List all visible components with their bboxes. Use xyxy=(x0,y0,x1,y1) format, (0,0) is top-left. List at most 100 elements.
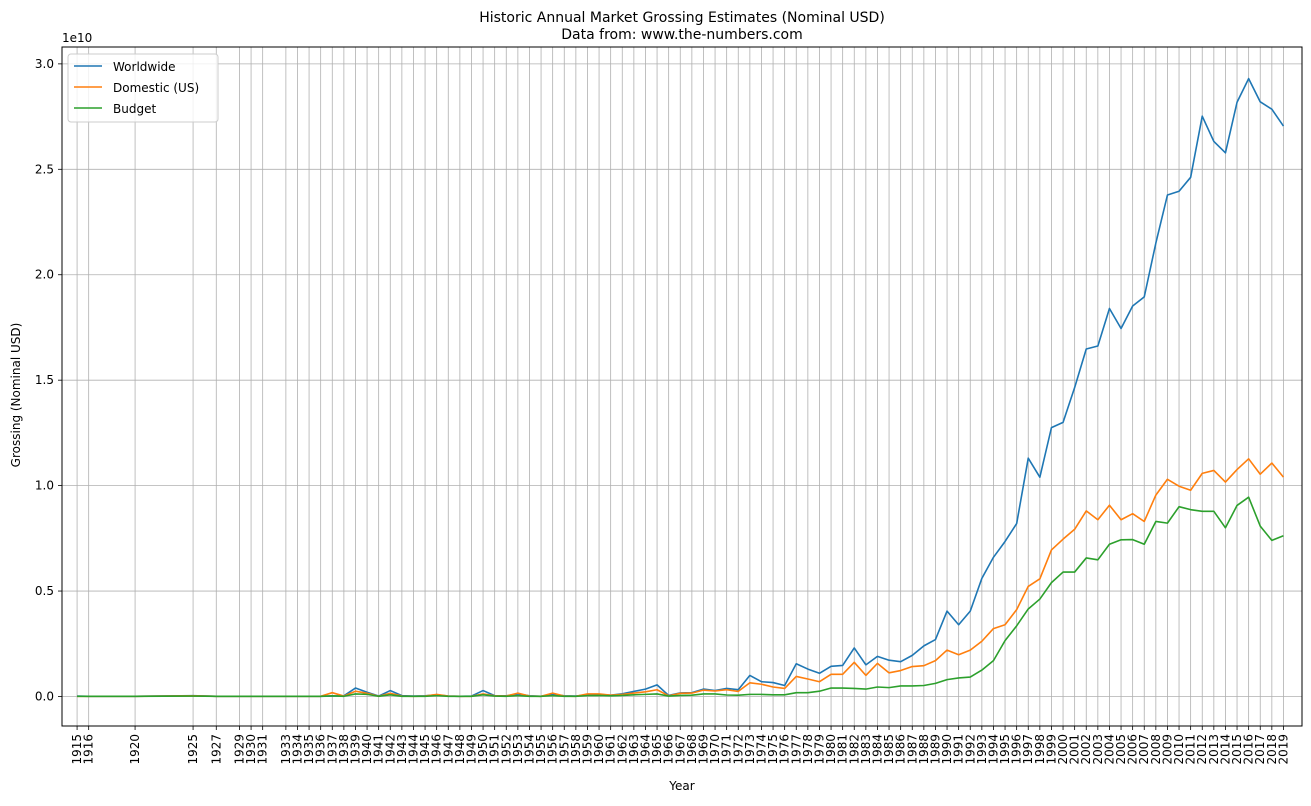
x-tick-label: 1972 xyxy=(731,734,745,765)
chart-title: Historic Annual Market Grossing Estimate… xyxy=(479,10,885,26)
x-tick-label: 2017 xyxy=(1253,734,1267,765)
x-tick-label: 1984 xyxy=(870,734,884,765)
y-axis-ticks: 0.0 0.5 1.0 1.5 2.0 2.5 3.0 xyxy=(35,57,62,703)
x-tick-label: 1952 xyxy=(499,734,513,765)
x-tick-label: 1977 xyxy=(789,734,803,765)
x-tick-label: 1979 xyxy=(812,734,826,765)
x-tick-label: 1988 xyxy=(917,734,931,765)
x-tick-label: 2012 xyxy=(1195,734,1209,765)
x-tick-label: 2005 xyxy=(1114,734,1128,765)
x-tick-label: 1949 xyxy=(464,734,478,765)
x-tick-label: 2019 xyxy=(1276,734,1290,765)
x-tick-label: 1989 xyxy=(928,734,942,765)
x-tick-label: 1939 xyxy=(348,734,362,765)
series-line-budget xyxy=(77,496,1284,698)
x-tick-label: 1995 xyxy=(998,734,1012,765)
x-tick-label: 1931 xyxy=(256,734,270,765)
x-tick-label: 1992 xyxy=(963,734,977,765)
x-tick-label: 1973 xyxy=(743,734,757,765)
y-tick-label: 0.0 xyxy=(35,689,54,703)
x-tick-label: 1959 xyxy=(580,734,594,765)
x-tick-label: 2004 xyxy=(1102,734,1116,765)
y-tick-label: 0.5 xyxy=(35,584,54,598)
x-tick-label: 1976 xyxy=(778,734,792,765)
x-tick-label: 1975 xyxy=(766,734,780,765)
x-tick-label: 2018 xyxy=(1265,734,1279,765)
x-tick-label: 1969 xyxy=(696,734,710,765)
y-offset-label: 1e10 xyxy=(62,31,92,45)
x-tick-label: 2001 xyxy=(1068,734,1082,765)
x-tick-label: 1974 xyxy=(754,734,768,765)
y-tick-label: 1.0 xyxy=(35,479,54,493)
x-tick-label: 1943 xyxy=(395,734,409,765)
x-tick-label: 2007 xyxy=(1137,734,1151,765)
x-tick-label: 1994 xyxy=(986,734,1000,765)
x-tick-label: 2003 xyxy=(1091,734,1105,765)
x-tick-label: 1956 xyxy=(546,734,560,765)
x-tick-label: 1996 xyxy=(1010,734,1024,765)
x-tick-label: 1944 xyxy=(406,734,420,765)
x-tick-label: 1987 xyxy=(905,734,919,765)
x-tick-label: 1936 xyxy=(314,734,328,765)
y-tick-label: 3.0 xyxy=(35,57,54,71)
x-tick-label: 1968 xyxy=(685,734,699,765)
x-tick-label: 2014 xyxy=(1218,734,1232,765)
x-tick-label: 1941 xyxy=(372,734,386,765)
legend-box xyxy=(67,53,219,123)
x-tick-label: 1985 xyxy=(882,734,896,765)
x-tick-label: 1986 xyxy=(894,734,908,765)
x-tick-label: 1929 xyxy=(232,734,246,765)
x-tick-label: 1990 xyxy=(940,734,954,765)
x-tick-label: 1962 xyxy=(615,734,629,765)
y-axis-label: Grossing (Nominal USD) xyxy=(9,323,23,468)
x-tick-label: 1980 xyxy=(824,734,838,765)
x-tick-label: 2015 xyxy=(1230,734,1244,765)
chart-subtitle: Data from: www.the-numbers.com xyxy=(561,27,802,43)
x-tick-label: 1942 xyxy=(383,734,397,765)
x-tick-label: 2002 xyxy=(1079,734,1093,765)
x-tick-label: 2013 xyxy=(1207,734,1221,765)
x-tick-label: 1958 xyxy=(569,734,583,765)
x-axis-label: Year xyxy=(668,779,694,793)
x-tick-label: 1999 xyxy=(1044,734,1058,765)
x-tick-label: 1961 xyxy=(604,734,618,765)
legend-label: Domestic (US) xyxy=(113,81,199,95)
x-tick-label: 1953 xyxy=(511,734,525,765)
x-tick-label: 1991 xyxy=(952,734,966,765)
x-tick-label: 1950 xyxy=(476,734,490,765)
x-tick-label: 1997 xyxy=(1021,734,1035,765)
x-tick-label: 2000 xyxy=(1056,734,1070,765)
x-tick-label: 1971 xyxy=(720,734,734,765)
x-tick-label: 1964 xyxy=(638,734,652,765)
x-tick-label: 1960 xyxy=(592,734,606,765)
x-tick-label: 1925 xyxy=(186,734,200,765)
x-tick-label: 1965 xyxy=(650,734,664,765)
x-tick-label: 1954 xyxy=(522,734,536,765)
x-tick-label: 1978 xyxy=(801,734,815,765)
y-tick-label: 2.5 xyxy=(35,162,54,176)
x-tick-label: 2009 xyxy=(1160,734,1174,765)
x-tick-label: 1927 xyxy=(209,734,223,765)
x-tick-label: 1946 xyxy=(430,734,444,765)
x-tick-label: 2006 xyxy=(1126,734,1140,765)
plot-area-frame xyxy=(61,46,1303,727)
x-tick-label: 1933 xyxy=(279,734,293,765)
x-tick-label: 1935 xyxy=(302,734,316,765)
x-tick-label: 2011 xyxy=(1184,734,1198,765)
x-tick-label: 1957 xyxy=(557,734,571,765)
x-tick-label: 1930 xyxy=(244,734,258,765)
y-tick-label: 1.5 xyxy=(35,373,54,387)
x-tick-label: 1955 xyxy=(534,734,548,765)
x-tick-label: 2016 xyxy=(1242,734,1256,765)
x-tick-label: 1963 xyxy=(627,734,641,765)
x-tick-label: 1948 xyxy=(453,734,467,765)
x-tick-label: 1970 xyxy=(708,734,722,765)
x-tick-label: 1967 xyxy=(673,734,687,765)
y-tick-label: 2.0 xyxy=(35,268,54,282)
x-tick-label: 1934 xyxy=(290,734,304,765)
x-tick-label: 1966 xyxy=(662,734,676,765)
x-tick-label: 1998 xyxy=(1033,734,1047,765)
x-tick-label: 1983 xyxy=(859,734,873,765)
